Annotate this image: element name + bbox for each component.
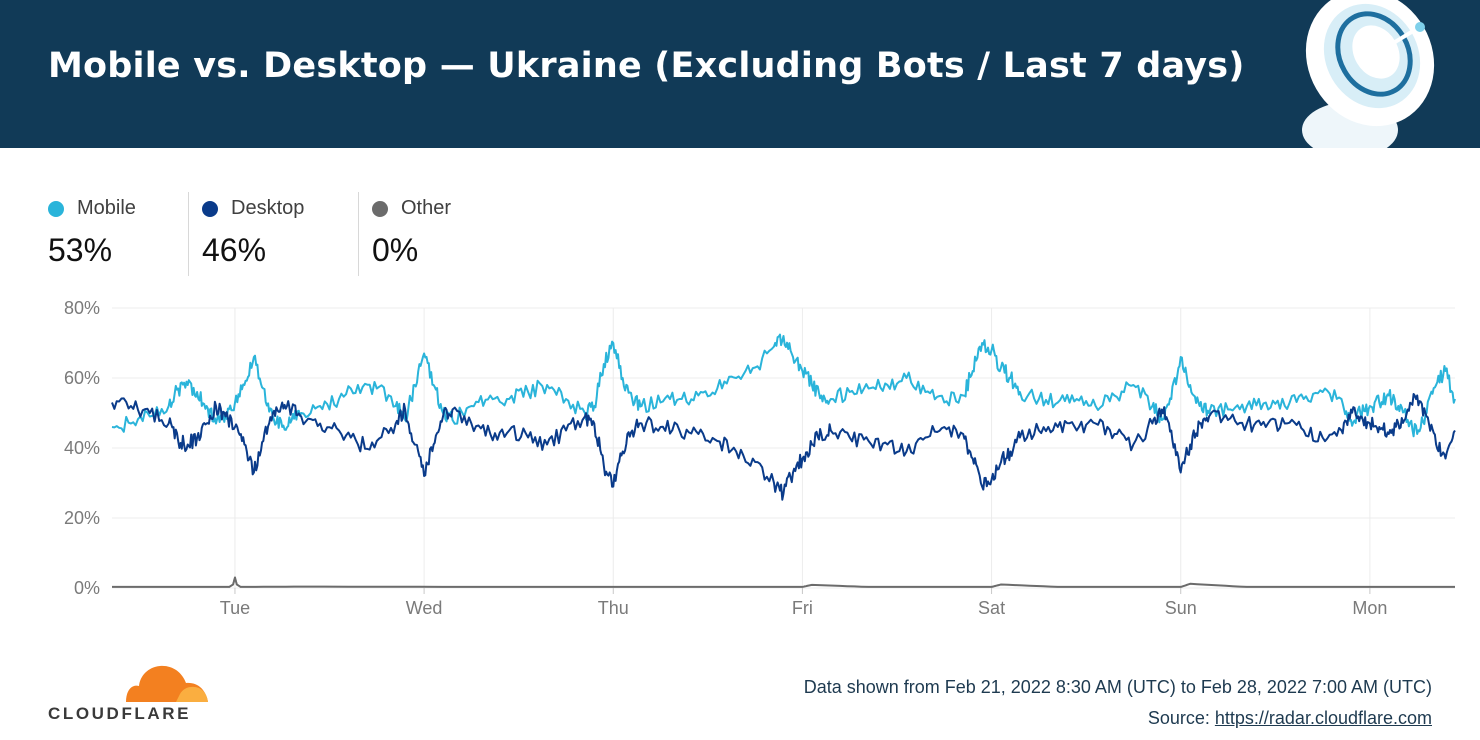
- x-tick-label: Sat: [978, 598, 1005, 618]
- y-tick-label: 40%: [64, 438, 100, 458]
- series-line-other: [112, 576, 1455, 588]
- logo-wordmark: CLOUDFLARE: [48, 704, 192, 723]
- legend-value: 53%: [48, 232, 113, 268]
- legend-value: 46%: [202, 232, 267, 268]
- y-tick-label: 60%: [64, 368, 100, 388]
- legend-item-desktop: Desktop 46%: [202, 192, 352, 276]
- legend-value: 0%: [372, 232, 419, 268]
- x-tick-label: Mon: [1352, 598, 1387, 618]
- source-line: Source: https://radar.cloudflare.com: [804, 703, 1432, 734]
- legend-item-other: Other 0%: [372, 192, 512, 276]
- date-range-text: Data shown from Feb 21, 2022 8:30 AM (UT…: [803, 677, 1432, 697]
- series-line-mobile: [111, 333, 1456, 438]
- header-banner: Mobile vs. Desktop — Ukraine (Excluding …: [0, 0, 1480, 148]
- cloud-icon: [126, 665, 208, 702]
- footer-note: Data shown from Feb 21, 2022 8:30 AM (UT…: [804, 672, 1432, 734]
- mobile-dot-icon: [48, 201, 64, 217]
- legend-divider: [188, 192, 189, 276]
- line-chart: 0% 20% 40% 60% 80% Tue Wed Thu Fri Sat Sun Mon: [64, 298, 1456, 618]
- legend-item-mobile: Mobile 53%: [48, 192, 188, 276]
- legend-label: Desktop: [231, 197, 305, 219]
- page-title: Mobile vs. Desktop — Ukraine (Excluding …: [48, 46, 1245, 86]
- other-dot-icon: [372, 201, 388, 217]
- y-tick-label: 20%: [64, 508, 100, 528]
- desktop-dot-icon: [202, 201, 218, 217]
- source-link[interactable]: https://radar.cloudflare.com: [1214, 708, 1432, 728]
- legend-label: Other: [401, 197, 452, 219]
- x-tick-label: Thu: [598, 598, 629, 618]
- x-tick-label: Tue: [220, 598, 250, 618]
- legend-label: Mobile: [77, 197, 136, 219]
- y-tick-label: 0%: [74, 578, 100, 598]
- cloudflare-logo: CLOUDFLARE: [48, 662, 208, 724]
- source-label: Source:: [1147, 708, 1210, 728]
- x-tick-label: Wed: [406, 598, 443, 618]
- legend-divider: [358, 192, 359, 276]
- x-tick-label: Sun: [1165, 598, 1197, 618]
- series-line-desktop: [111, 393, 1456, 501]
- radar-dish-icon: [1302, 0, 1435, 148]
- y-tick-label: 80%: [64, 298, 100, 318]
- x-tick-label: Fri: [792, 598, 813, 618]
